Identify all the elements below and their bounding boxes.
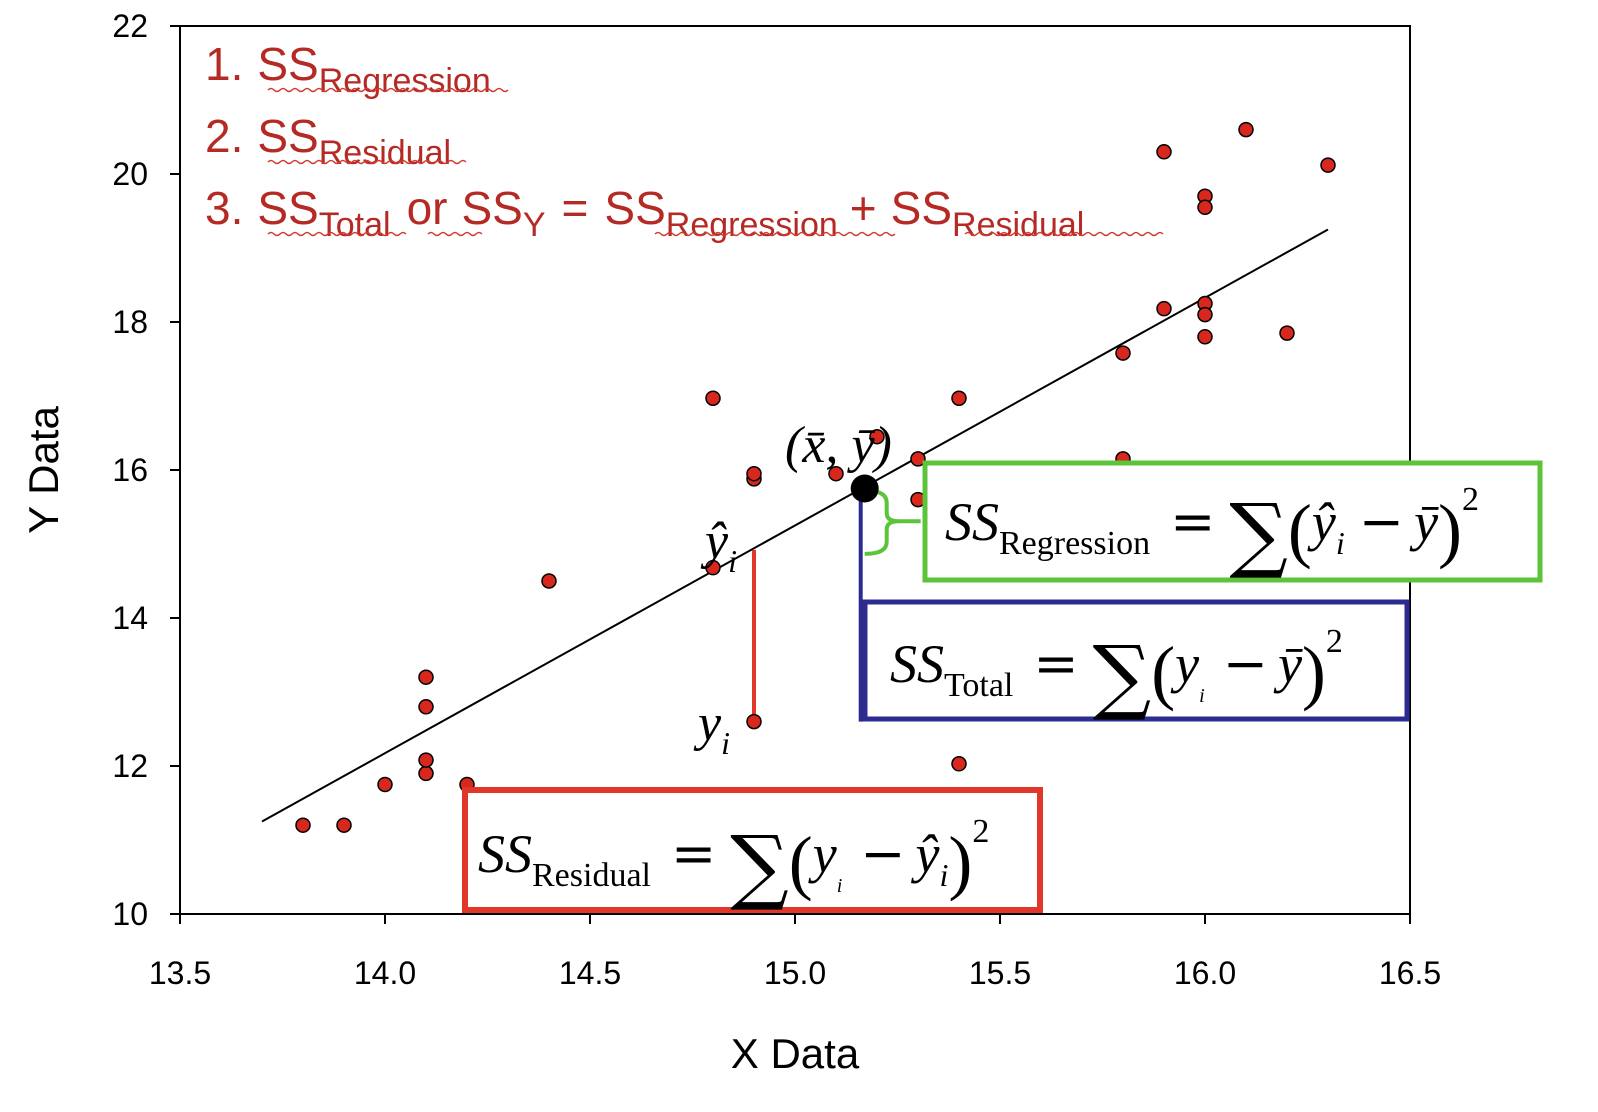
y-tick-label: 12 bbox=[112, 748, 148, 784]
data-point bbox=[418, 699, 434, 715]
ss-total-box bbox=[862, 599, 1410, 722]
data-point bbox=[1238, 121, 1254, 138]
svg-text:SSRegression=∑(ŷi−ȳ)2: SSRegression = ∑(ŷi − ȳ)2 bbox=[945, 481, 1479, 582]
data-point bbox=[746, 465, 762, 482]
ss-list: 1. SSRegression 2. SSResidual 3. SSTotal or S… bbox=[205, 38, 1164, 244]
x-tick-label: 14.0 bbox=[354, 955, 416, 991]
axis-ticks: 13.5 14.0 14.5 15.0 15.5 16.0 16.5 10 12 14 16 18 20… bbox=[112, 8, 1441, 991]
y-tick-label: 10 bbox=[112, 896, 148, 932]
ss-regression-formula: SSRegression = ∑(ŷi − ȳ)2 bbox=[922, 460, 1543, 583]
data-point bbox=[1115, 345, 1131, 361]
list-item-2: 2. SSResidual bbox=[205, 110, 451, 172]
ss-regression-box bbox=[922, 460, 1543, 583]
data-points bbox=[295, 121, 1336, 833]
regression-line bbox=[261, 228, 1329, 823]
ss-residual-formula: SSResidual = ∑(yi− ŷi)2 bbox=[462, 787, 1043, 914]
y-tick-label: 20 bbox=[112, 156, 148, 192]
list-item-3: 3. SSTotal or SSY = SSRegression + SSResidual bbox=[205, 182, 1084, 244]
data-point bbox=[418, 752, 434, 768]
data-point bbox=[1320, 157, 1336, 173]
x-tick-label: 13.5 bbox=[149, 955, 211, 991]
data-point bbox=[951, 390, 967, 406]
data-point bbox=[1197, 329, 1213, 345]
svg-text:SSTotal=∑(yi−ȳ)2: SSTotal = ∑(yi− ȳ)2 bbox=[890, 623, 1343, 724]
data-point bbox=[1156, 300, 1172, 317]
y-tick-label: 18 bbox=[112, 304, 148, 340]
data-point bbox=[869, 428, 885, 445]
list-item-1: 1. SSRegression bbox=[205, 38, 491, 100]
data-point bbox=[746, 713, 762, 730]
y-tick-label: 22 bbox=[112, 8, 148, 44]
data-point bbox=[910, 451, 926, 467]
data-point bbox=[1197, 199, 1213, 216]
data-point bbox=[1279, 325, 1295, 341]
x-tick-label: 14.5 bbox=[559, 955, 621, 991]
y-tick-label: 14 bbox=[112, 600, 148, 636]
data-point bbox=[828, 465, 844, 482]
data-point bbox=[951, 756, 967, 772]
data-point bbox=[1156, 144, 1172, 160]
data-point bbox=[1197, 306, 1213, 323]
data-point bbox=[418, 669, 434, 685]
x-tick-label: 16.0 bbox=[1174, 955, 1236, 991]
y-i-label: yi bbox=[693, 695, 730, 761]
data-point bbox=[295, 817, 311, 833]
ss-residual-box bbox=[462, 787, 1043, 913]
data-point bbox=[418, 765, 434, 782]
y-tick-label: 16 bbox=[112, 452, 148, 488]
yhat-i-label: ŷi bbox=[700, 513, 737, 579]
svg-text:SSResidual=∑(yi−ŷi)2: SSResidual = ∑(yi− ŷi)2 bbox=[478, 813, 989, 914]
ss-total-formula: SSTotal = ∑(yi− ȳ)2 bbox=[862, 599, 1410, 724]
data-point bbox=[541, 573, 557, 589]
data-point bbox=[377, 776, 393, 793]
data-point bbox=[705, 559, 721, 576]
data-point bbox=[705, 390, 721, 406]
data-point bbox=[336, 817, 352, 833]
x-tick-label: 16.5 bbox=[1379, 955, 1441, 991]
mean-point-label: (x̄, ȳ) bbox=[785, 417, 892, 474]
mean-point-marker bbox=[850, 474, 879, 503]
y-axis-title: Y Data bbox=[20, 406, 67, 534]
x-tick-label: 15.0 bbox=[764, 955, 826, 991]
x-axis-title: X Data bbox=[731, 1030, 860, 1077]
x-tick-label: 15.5 bbox=[969, 955, 1031, 991]
